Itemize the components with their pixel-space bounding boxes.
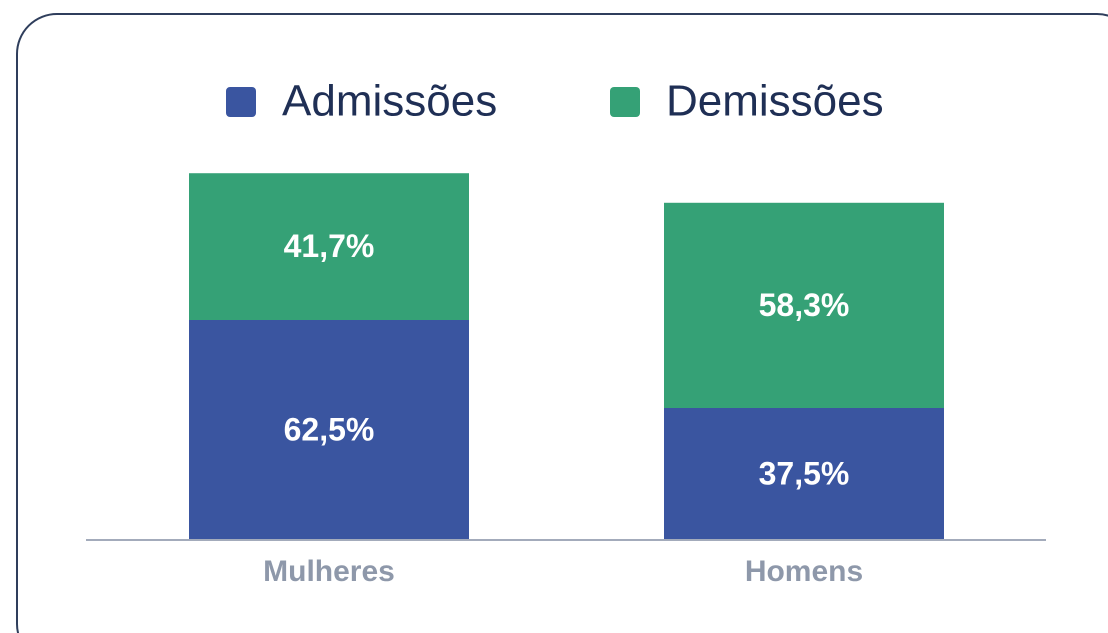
bar-segment <box>664 202 944 408</box>
bar-segment <box>189 173 469 320</box>
value-label: 41,7% <box>284 228 375 264</box>
legend-label: Demissões <box>666 77 884 126</box>
value-label: 58,3% <box>759 287 850 323</box>
category-label: Homens <box>745 555 863 588</box>
legend-swatch <box>226 87 256 117</box>
legend-swatch <box>610 87 640 117</box>
legend-label: Admissões <box>282 77 497 126</box>
bar-segment <box>189 320 469 540</box>
value-label: 37,5% <box>759 455 850 491</box>
category-label: Mulheres <box>263 555 395 588</box>
value-label: 62,5% <box>284 411 375 447</box>
bar-segment <box>664 408 944 540</box>
